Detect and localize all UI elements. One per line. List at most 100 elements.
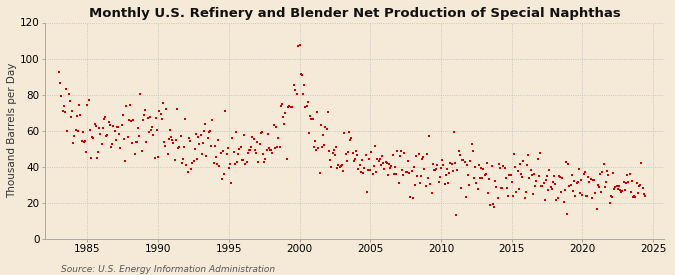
Point bbox=[603, 172, 614, 177]
Point bbox=[128, 118, 139, 122]
Point bbox=[233, 152, 244, 156]
Point bbox=[315, 123, 326, 127]
Point bbox=[380, 160, 391, 164]
Point bbox=[84, 128, 95, 132]
Point bbox=[64, 99, 75, 103]
Point bbox=[201, 153, 212, 158]
Point bbox=[298, 92, 308, 96]
Point bbox=[54, 70, 65, 75]
Point bbox=[347, 151, 358, 155]
Point bbox=[244, 147, 255, 152]
Point bbox=[532, 157, 543, 162]
Point bbox=[365, 168, 376, 172]
Point bbox=[259, 160, 269, 164]
Point bbox=[59, 104, 70, 108]
Point bbox=[552, 196, 563, 200]
Point bbox=[342, 149, 353, 154]
Point bbox=[88, 136, 99, 140]
Point bbox=[406, 169, 417, 173]
Point bbox=[293, 44, 304, 48]
Point bbox=[451, 213, 462, 217]
Point bbox=[639, 192, 649, 197]
Point bbox=[95, 132, 106, 136]
Point bbox=[119, 136, 130, 141]
Point bbox=[252, 140, 263, 144]
Point bbox=[514, 162, 525, 166]
Point bbox=[545, 185, 556, 189]
Point bbox=[450, 161, 460, 165]
Point bbox=[166, 134, 177, 139]
Point bbox=[634, 183, 645, 188]
Point bbox=[574, 166, 585, 171]
Point bbox=[207, 118, 218, 122]
Point bbox=[483, 191, 493, 195]
Point bbox=[110, 138, 121, 142]
Point bbox=[379, 167, 390, 172]
Point bbox=[427, 161, 438, 166]
Point bbox=[331, 145, 342, 150]
Point bbox=[366, 150, 377, 154]
Point bbox=[82, 103, 93, 108]
Point bbox=[162, 152, 173, 156]
Point bbox=[560, 160, 571, 164]
Point bbox=[425, 182, 436, 186]
Point bbox=[454, 149, 464, 154]
Point bbox=[511, 189, 522, 194]
Point bbox=[632, 191, 643, 196]
Point bbox=[328, 148, 339, 152]
Point bbox=[435, 175, 446, 179]
Point bbox=[70, 128, 81, 133]
Point bbox=[413, 152, 424, 156]
Point bbox=[208, 161, 219, 165]
Point bbox=[446, 162, 457, 166]
Point bbox=[97, 126, 108, 130]
Point bbox=[479, 173, 490, 177]
Point bbox=[601, 180, 612, 185]
Point bbox=[593, 185, 604, 189]
Point bbox=[555, 175, 566, 179]
Point bbox=[393, 181, 404, 185]
Point bbox=[100, 115, 111, 119]
Point bbox=[591, 207, 602, 212]
Point bbox=[582, 194, 593, 198]
Point bbox=[346, 136, 357, 141]
Point bbox=[580, 194, 591, 198]
Point bbox=[426, 191, 437, 196]
Point bbox=[176, 161, 187, 165]
Point bbox=[81, 150, 92, 154]
Point bbox=[504, 173, 515, 177]
Point bbox=[255, 131, 266, 136]
Point bbox=[338, 168, 348, 173]
Point bbox=[294, 43, 305, 47]
Point bbox=[144, 115, 155, 119]
Point bbox=[310, 139, 321, 143]
Point bbox=[160, 143, 171, 148]
Point bbox=[246, 144, 256, 149]
Point bbox=[228, 150, 239, 155]
Point bbox=[466, 142, 477, 147]
Point bbox=[505, 172, 516, 177]
Point bbox=[114, 132, 125, 136]
Point bbox=[130, 140, 141, 144]
Point bbox=[194, 142, 205, 146]
Point bbox=[300, 105, 310, 110]
Point bbox=[423, 176, 433, 180]
Point bbox=[184, 135, 194, 140]
Point bbox=[117, 112, 128, 117]
Point bbox=[169, 158, 180, 162]
Point bbox=[146, 127, 157, 132]
Point bbox=[439, 182, 450, 186]
Point bbox=[267, 150, 278, 155]
Point bbox=[65, 115, 76, 119]
Point bbox=[424, 134, 435, 139]
Point bbox=[159, 140, 169, 144]
Point bbox=[611, 184, 622, 189]
Point bbox=[226, 181, 237, 185]
Point bbox=[419, 167, 430, 172]
Point bbox=[421, 184, 431, 189]
Point bbox=[629, 194, 640, 198]
Point bbox=[115, 146, 126, 150]
Point bbox=[525, 167, 536, 172]
Point bbox=[517, 174, 528, 179]
Point bbox=[383, 162, 394, 166]
